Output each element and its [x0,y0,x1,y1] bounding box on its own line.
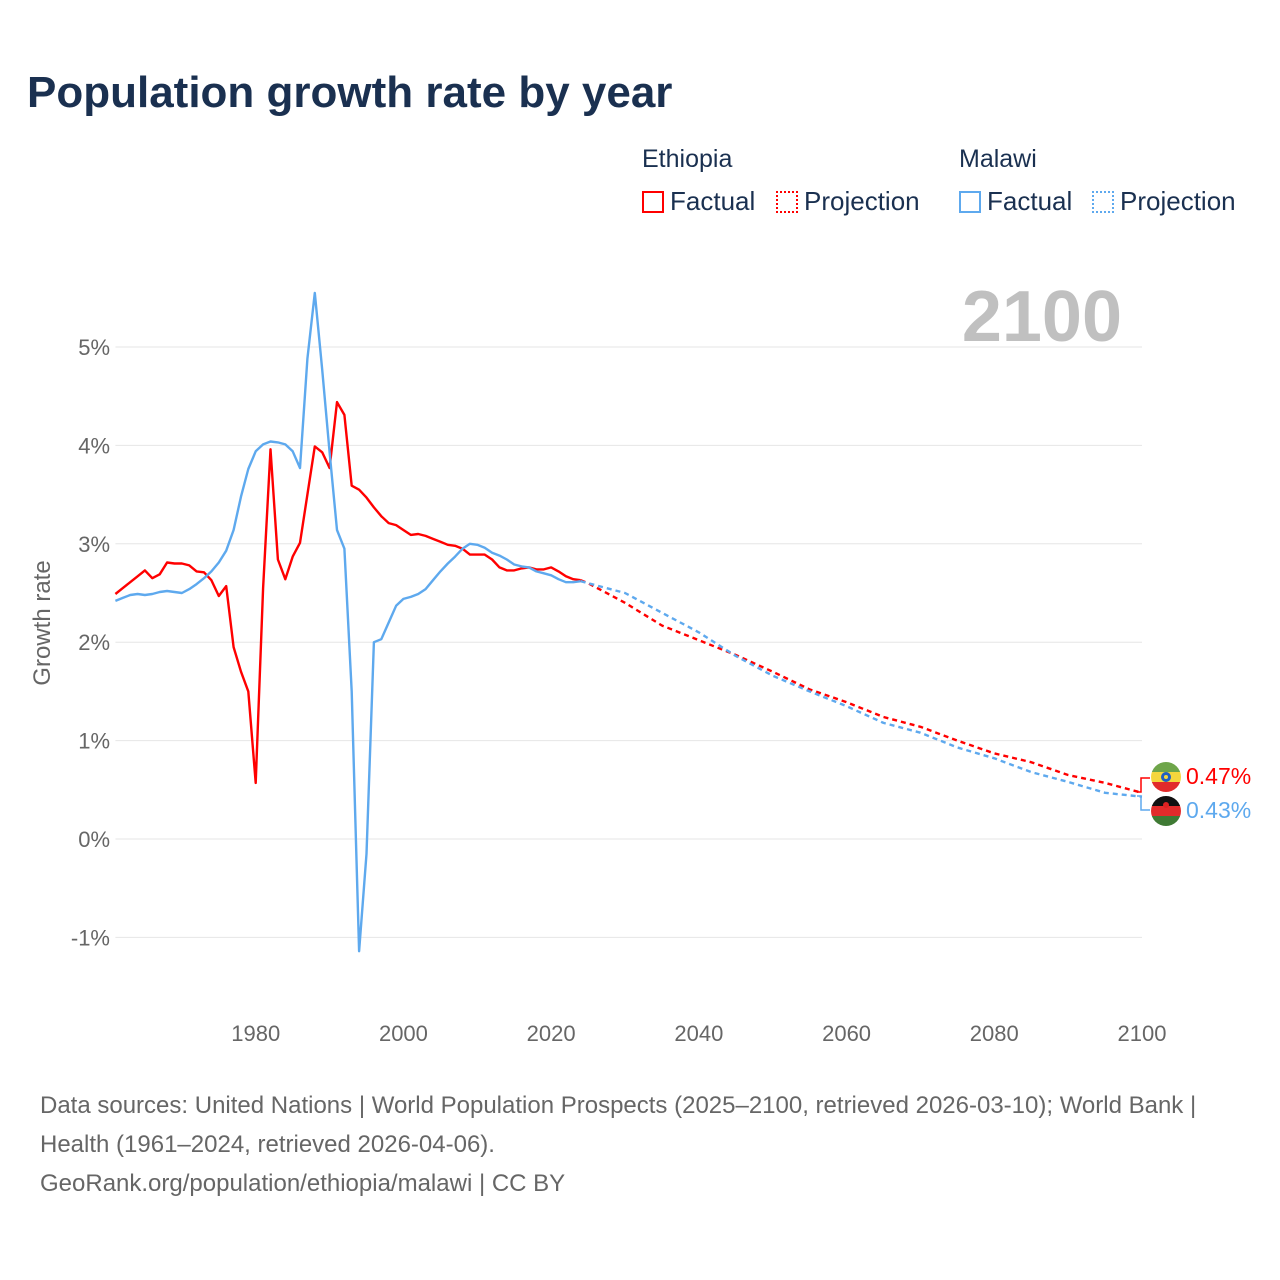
year-watermark: 2100 [962,277,1122,357]
y-tick-label: 3% [78,532,110,557]
x-tick-label: 2100 [1118,1021,1167,1046]
legend-label: Factual [670,186,756,216]
legend-ethiopia-projection[interactable]: Projection [776,186,920,217]
legend-label: Factual [987,186,1073,216]
malawi-flag-icon [1151,796,1181,826]
x-tick-label: 2080 [970,1021,1019,1046]
legend-malawi-projection[interactable]: Projection [1092,186,1236,217]
y-tick-label: -1% [71,925,110,950]
dotted-swatch-icon [776,190,798,213]
series-line-ethiopia-factual [114,400,581,785]
series-line-malawi-projection [580,580,1143,798]
y-tick-label: 1% [78,729,110,754]
series-line-malawi-factual [114,291,581,953]
y-tick-label: 0% [78,827,110,852]
malawi-connector [1137,795,1150,811]
x-tick-label: 2040 [674,1021,723,1046]
x-tick-label: 2060 [822,1021,871,1046]
legend-malawi-factual[interactable]: Factual [959,186,1072,217]
malawi-end-value: 0.43% [1186,797,1251,823]
x-tick-label: 2020 [527,1021,576,1046]
series-line-ethiopia-projection [580,579,1143,794]
y-tick-label: 2% [78,630,110,655]
x-tick-label: 1980 [231,1021,280,1046]
solid-swatch-icon [642,190,664,213]
legend-label: Projection [804,186,920,216]
y-axis-label: Growth rate [29,560,56,685]
y-tick-label: 4% [78,433,110,458]
dotted-swatch-icon [1092,190,1114,213]
x-tick-label: 2000 [379,1021,428,1046]
legend-group-ethiopia: Ethiopia [642,145,733,173]
chart-title: Population growth rate by year [27,68,673,117]
ethiopia-connector [1137,777,1150,793]
ethiopia-end-value: 0.47% [1186,763,1251,789]
ethiopia-flag-icon [1151,762,1181,792]
solid-swatch-icon [959,190,981,213]
data-sources: Data sources: United Nations | World Pop… [40,1092,1197,1158]
legend-group-malawi: Malawi [959,145,1037,173]
credit-link[interactable]: GeoRank.org/population/ethiopia/malawi |… [40,1170,566,1197]
legend-ethiopia-factual[interactable]: Factual [642,186,755,217]
legend-label: Projection [1120,186,1236,216]
y-tick-label: 5% [78,335,110,360]
